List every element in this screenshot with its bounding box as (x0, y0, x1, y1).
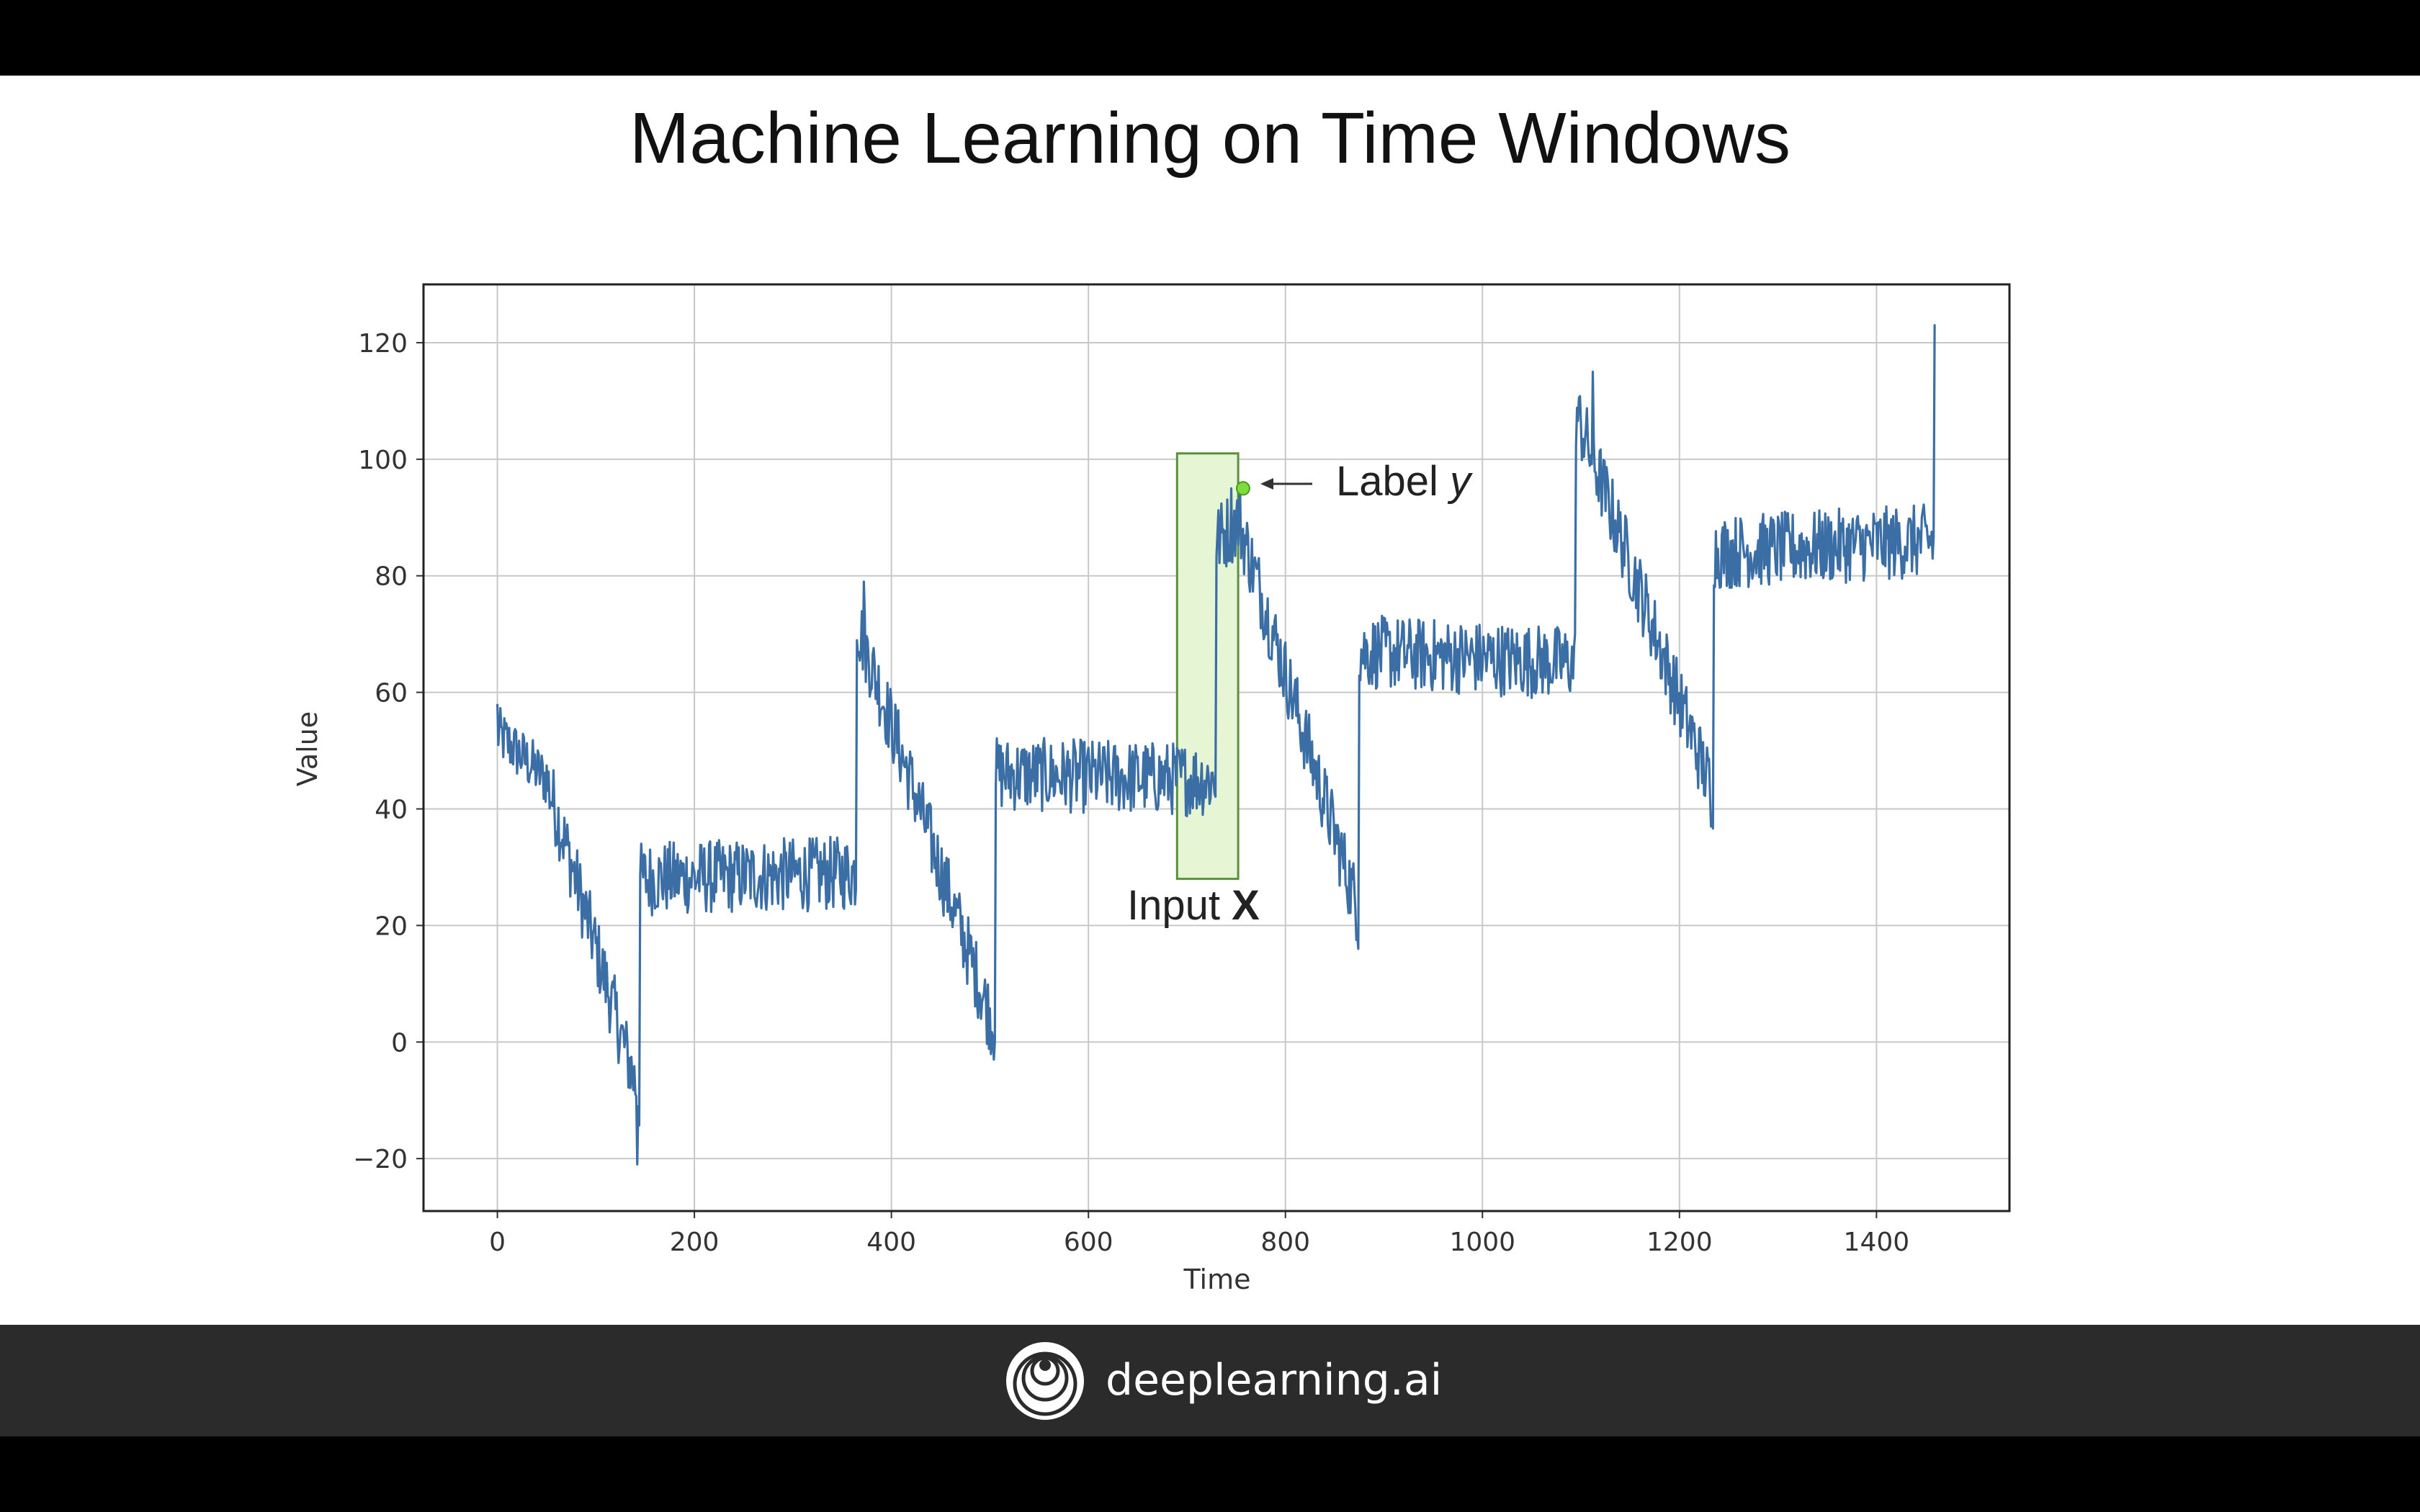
x-tick-label: 0 (489, 1228, 506, 1257)
y-tick-label: 100 (358, 446, 408, 475)
x-tick-label: 400 (866, 1228, 916, 1257)
x-tick-labels: 0 200 400 600 800 1000 1200 1400 (489, 1228, 1909, 1257)
time-series-chart: 0 200 400 600 800 1000 1200 1400 −20 0 20 40 60 80 10… (292, 283, 2011, 1295)
label-arrow-head (1260, 478, 1273, 490)
y-tick-label: 60 (375, 679, 408, 708)
y-tick-label: 40 (375, 795, 408, 824)
x-tick-label: 800 (1260, 1228, 1310, 1257)
label-word: Label (1336, 458, 1450, 505)
label-annotation-text: Label y (1336, 458, 1473, 505)
y-tick-label: 80 (375, 562, 408, 592)
label-point (1235, 481, 1250, 496)
series-layer (496, 324, 1936, 1166)
y-tick-labels: −20 0 20 40 60 80 100 120 (353, 329, 408, 1174)
x-tick-label: 1400 (1844, 1228, 1910, 1257)
y-tick-label: −20 (353, 1145, 408, 1174)
x-tick-label: 1200 (1646, 1228, 1713, 1257)
grid-lines (416, 284, 2009, 1218)
x-tick-label: 600 (1064, 1228, 1113, 1257)
x-axis-label: Time (1183, 1264, 1251, 1295)
footer-bar: deeplearning.ai (0, 1325, 2420, 1436)
slide-title: Machine Learning on Time Windows (629, 98, 1791, 179)
series-line (496, 324, 1936, 1166)
input-annotation-text: Input X (1127, 882, 1260, 929)
deeplearning-logo-icon (1006, 1342, 1084, 1420)
input-word: Input (1127, 882, 1232, 929)
point-layer (1235, 481, 1250, 496)
footer-brand: deeplearning.ai (1106, 1355, 1443, 1405)
input-variable: X (1232, 882, 1260, 929)
x-tick-label: 1000 (1449, 1228, 1515, 1257)
y-tick-label: 0 (391, 1028, 408, 1058)
y-tick-label: 20 (375, 912, 408, 941)
y-tick-label: 120 (358, 329, 408, 359)
slide: Machine Learning on Time Windows 0 200 400… (0, 76, 2420, 1325)
input-annotation: Input X (1127, 882, 1260, 929)
label-annotation: Label y (1260, 458, 1473, 505)
label-variable: y (1447, 458, 1473, 505)
plot-frame (422, 283, 2011, 1212)
x-tick-label: 200 (670, 1228, 720, 1257)
y-axis-label: Value (292, 711, 323, 786)
